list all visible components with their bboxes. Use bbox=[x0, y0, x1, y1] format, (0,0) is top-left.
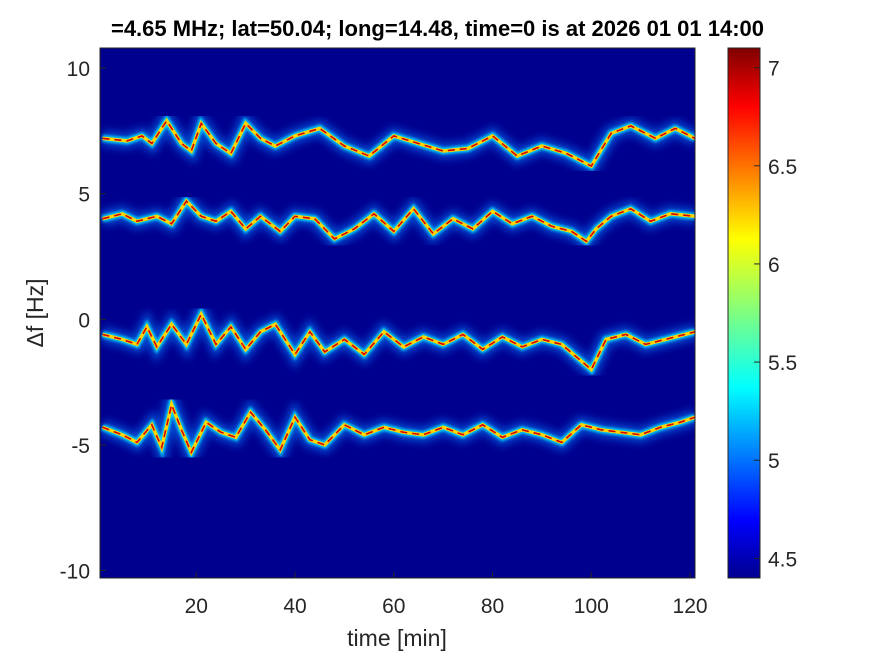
x-tick-label: 100 bbox=[574, 595, 609, 618]
trace-4 bbox=[100, 377, 695, 473]
x-axis-label: time [min] bbox=[347, 625, 447, 651]
colorbar bbox=[727, 47, 761, 579]
spectrogram-traces bbox=[100, 106, 695, 473]
y-tick-label: 10 bbox=[67, 58, 90, 81]
y-axis-label: Δf [Hz] bbox=[22, 278, 48, 347]
colorbar-tick-label: 5 bbox=[768, 450, 780, 473]
x-tick-label: 120 bbox=[673, 595, 708, 618]
y-tick-label: -5 bbox=[71, 435, 90, 458]
colorbar-tick-label: 7 bbox=[768, 58, 780, 81]
colorbar-tick-label: 5.5 bbox=[768, 352, 797, 375]
trace-1 bbox=[101, 106, 695, 177]
x-tick-label: 20 bbox=[185, 595, 208, 618]
colorbar-tick-label: 4.5 bbox=[768, 548, 797, 571]
colorbar-tick-label: 6.5 bbox=[768, 156, 797, 179]
trace-3 bbox=[100, 296, 695, 383]
colorbar-tick-label: 6 bbox=[768, 254, 780, 277]
plot-frame bbox=[99, 47, 696, 579]
x-tick-label: 80 bbox=[481, 595, 504, 618]
trace-2 bbox=[100, 188, 695, 253]
y-tick-label: -10 bbox=[60, 560, 90, 583]
y-tick-label: 5 bbox=[78, 184, 90, 207]
x-tick-label: 60 bbox=[382, 595, 405, 618]
chart-title: =4.65 MHz; lat=50.04; long=14.48, time=0… bbox=[110, 16, 765, 41]
axis-ticks: 20 40 60 80 100 120 10 5 0 -5 -10 bbox=[60, 47, 708, 618]
y-tick-label: 0 bbox=[78, 309, 90, 332]
colorbar-ticks: 7 6.5 6 5.5 5 4.5 bbox=[754, 58, 797, 571]
x-tick-label: 40 bbox=[283, 595, 306, 618]
